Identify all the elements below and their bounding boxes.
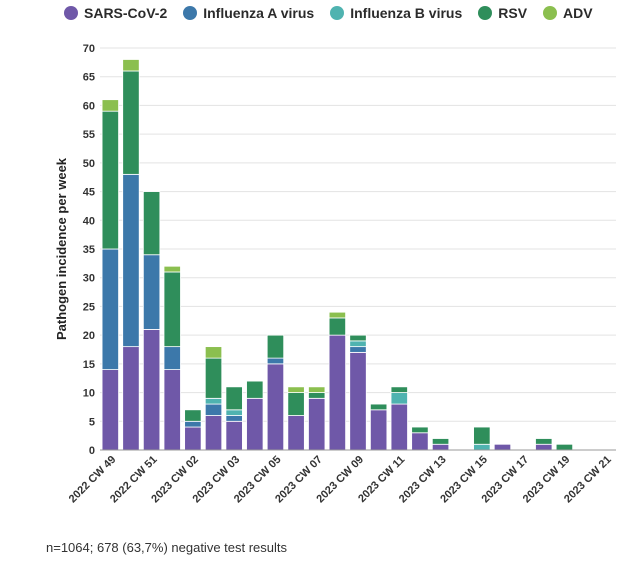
y-tick-label: 65 xyxy=(83,72,95,84)
bar-segment[interactable] xyxy=(142,191,161,256)
y-tick-label: 60 xyxy=(83,100,95,112)
y-tick-label: 25 xyxy=(83,301,95,313)
bar-segment[interactable] xyxy=(308,392,326,399)
bar-segment[interactable] xyxy=(163,265,181,273)
bar-segment[interactable] xyxy=(287,415,305,451)
bar-segment[interactable] xyxy=(225,420,243,451)
bar-segment[interactable] xyxy=(101,248,119,370)
bar-segment[interactable] xyxy=(369,409,388,451)
bar-segment[interactable] xyxy=(266,334,285,359)
legend-label: RSV xyxy=(498,5,528,21)
bar-segment[interactable] xyxy=(122,346,140,451)
y-axis-tick-labels: 0 5 10 15 20 25 30 35 40 45 50 55 60 65 70 xyxy=(83,43,95,457)
stacked-bar-chart: 0 5 10 15 20 25 30 35 40 45 50 55 60 65 70 2022 CW 492… xyxy=(54,43,616,506)
bar-segment[interactable] xyxy=(204,397,223,405)
legend-label: Influenza A virus xyxy=(203,5,315,21)
y-tick-label: 50 xyxy=(83,158,95,170)
bar-segment[interactable] xyxy=(122,70,140,175)
chart-legend: SARS-CoV-2 Influenza A virus Influenza B v… xyxy=(64,2,593,24)
bar-segment[interactable] xyxy=(225,386,243,411)
bar-segment[interactable] xyxy=(349,334,367,342)
legend-label: SARS-CoV-2 xyxy=(84,5,168,21)
legend-swatch xyxy=(478,6,493,20)
bar-segment[interactable] xyxy=(308,397,326,451)
bar-segment[interactable] xyxy=(473,426,491,445)
bar-segment[interactable] xyxy=(184,420,202,428)
bar-segment[interactable] xyxy=(555,443,574,451)
bar-segment[interactable] xyxy=(225,409,243,416)
y-tick-label: 40 xyxy=(83,215,95,227)
bar-segment[interactable] xyxy=(349,346,367,353)
bar-segment[interactable] xyxy=(431,438,450,445)
bar-segment[interactable] xyxy=(535,438,553,445)
bar-segment[interactable] xyxy=(411,432,429,451)
bar-segment[interactable] xyxy=(184,409,202,422)
legend-swatch xyxy=(183,6,198,20)
y-tick-label: 5 xyxy=(89,416,95,428)
legend-item[interactable]: SARS-CoV-2 xyxy=(64,5,167,21)
bar-segment[interactable] xyxy=(204,415,223,451)
y-tick-label: 55 xyxy=(83,129,95,141)
bar-segment[interactable] xyxy=(431,443,450,451)
y-tick-label: 10 xyxy=(83,388,95,400)
bar-segment[interactable] xyxy=(349,351,367,451)
legend-item[interactable]: ADV xyxy=(543,5,593,21)
bar-segment[interactable] xyxy=(328,311,347,319)
bar-segment[interactable] xyxy=(204,346,223,359)
y-tick-label: 0 xyxy=(89,445,95,457)
y-tick-label: 70 xyxy=(83,43,95,55)
y-tick-label: 30 xyxy=(83,273,95,285)
bar-segment[interactable] xyxy=(163,271,181,348)
legend-label: ADV xyxy=(563,5,593,21)
legend-swatch xyxy=(543,6,558,20)
bar-segment[interactable] xyxy=(163,346,181,370)
bar-segment[interactable] xyxy=(246,397,264,451)
y-tick-label: 45 xyxy=(83,187,95,199)
bar-segment[interactable] xyxy=(349,340,367,348)
bar-segment[interactable] xyxy=(411,426,429,434)
bar-segment[interactable] xyxy=(122,173,140,348)
y-tick-label: 35 xyxy=(83,244,95,256)
bar-segment[interactable] xyxy=(122,59,140,72)
bar-segment[interactable] xyxy=(535,443,553,451)
bar-segment[interactable] xyxy=(101,110,119,250)
legend-swatch xyxy=(64,6,78,20)
y-axis-title: Pathogen incidence per week xyxy=(54,157,69,340)
bar-segment[interactable] xyxy=(101,369,119,451)
footnote: n=1064; 678 (63,7%) negative test result… xyxy=(46,540,288,555)
bar-segment[interactable] xyxy=(308,386,326,393)
bar-segment[interactable] xyxy=(142,254,161,330)
bar-segment[interactable] xyxy=(287,386,305,393)
bar-segment[interactable] xyxy=(163,369,181,451)
bar-segment[interactable] xyxy=(287,392,305,416)
bar-segment[interactable] xyxy=(225,415,243,422)
bar-segment[interactable] xyxy=(204,403,223,416)
bar-segment[interactable] xyxy=(142,328,161,451)
bar-segment[interactable] xyxy=(266,357,285,365)
legend-swatch xyxy=(330,6,345,20)
bar-segment[interactable] xyxy=(184,426,202,451)
bar-segment[interactable] xyxy=(101,99,119,112)
bars xyxy=(101,59,574,451)
bar-segment[interactable] xyxy=(390,386,408,393)
bar-segment[interactable] xyxy=(473,443,491,451)
legend-item[interactable]: RSV xyxy=(478,5,527,21)
bar-segment[interactable] xyxy=(328,334,347,451)
legend-item[interactable]: Influenza B virus xyxy=(330,5,462,21)
bar-segment[interactable] xyxy=(369,403,388,411)
bar-segment[interactable] xyxy=(266,363,285,451)
y-tick-label: 15 xyxy=(83,359,95,371)
bar-segment[interactable] xyxy=(328,317,347,336)
bar-segment[interactable] xyxy=(390,392,408,405)
bar-segment[interactable] xyxy=(390,403,408,451)
y-tick-label: 20 xyxy=(83,330,95,342)
legend-label: Influenza B virus xyxy=(350,5,463,21)
bar-segment[interactable] xyxy=(204,357,223,399)
bar-segment[interactable] xyxy=(493,443,512,451)
bar-segment[interactable] xyxy=(246,380,264,399)
legend-item[interactable]: Influenza A virus xyxy=(183,5,314,21)
